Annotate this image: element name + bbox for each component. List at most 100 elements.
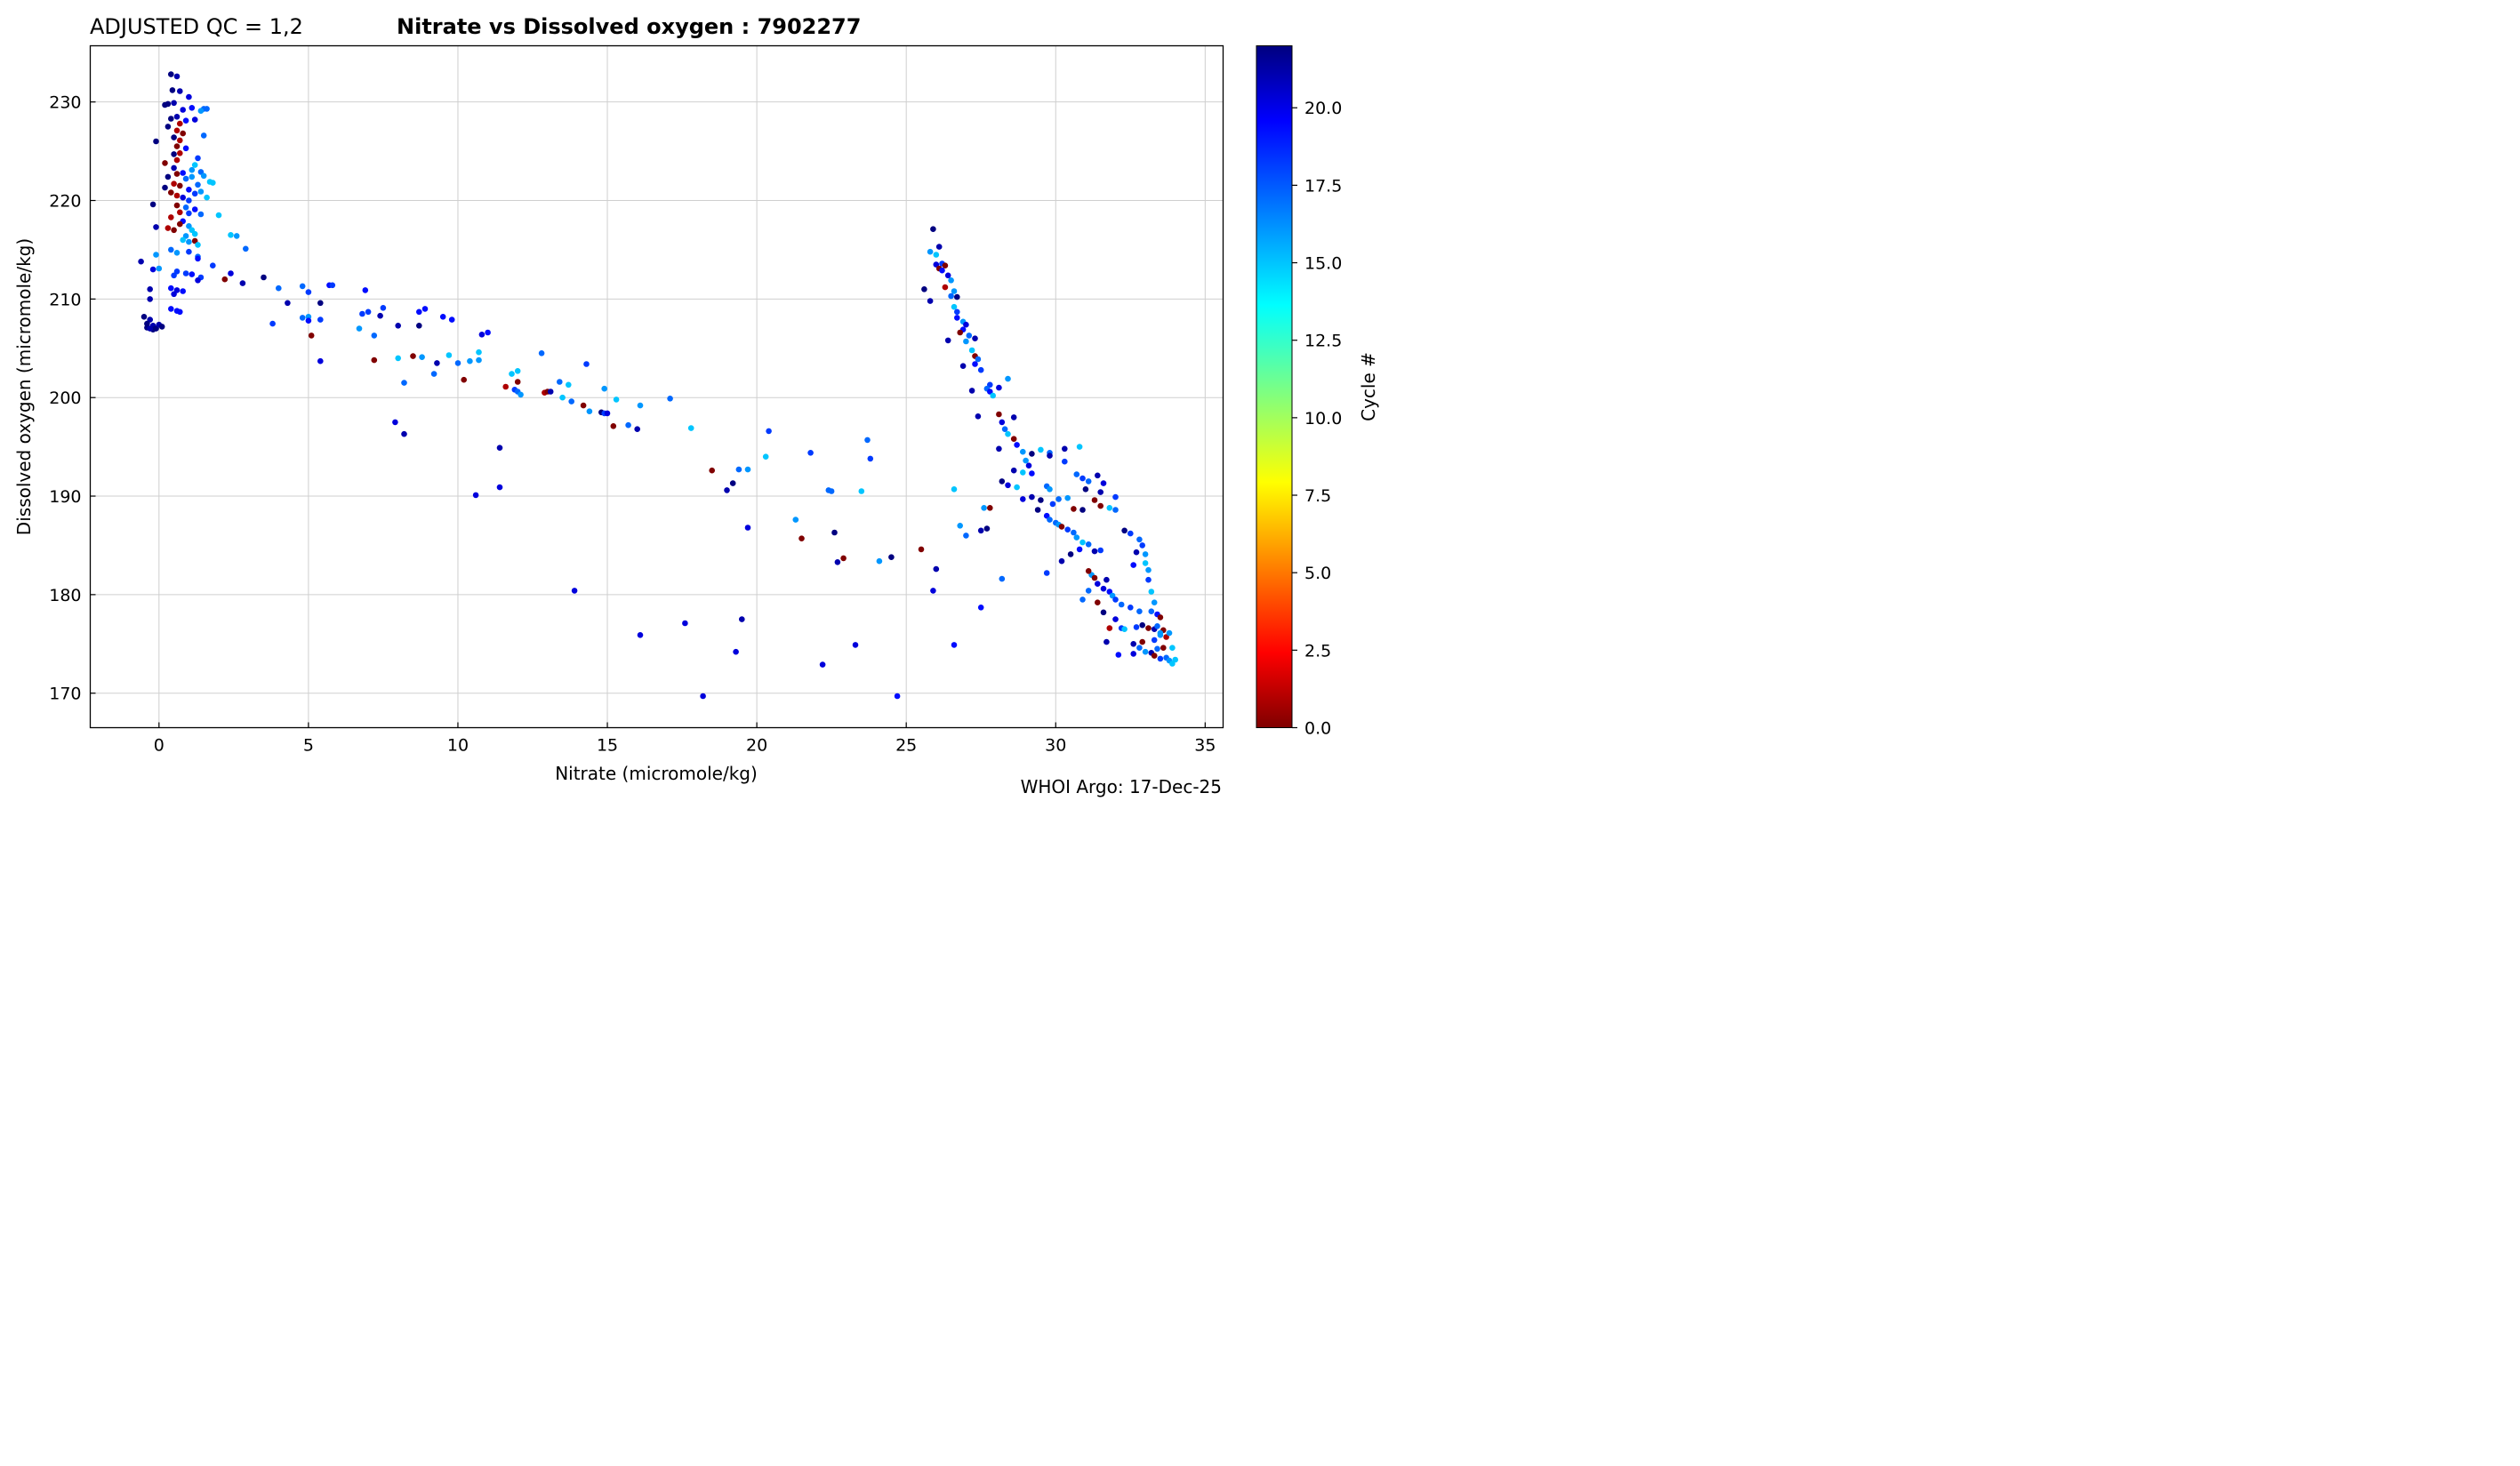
data-point: [568, 398, 574, 405]
data-point: [1136, 608, 1143, 614]
data-point: [580, 402, 587, 409]
data-point: [173, 156, 181, 164]
data-point: [138, 258, 144, 265]
data-point: [799, 535, 805, 541]
data-point: [191, 162, 198, 168]
data-point: [1097, 489, 1104, 495]
x-tick-label: 15: [597, 736, 618, 756]
data-point: [1029, 451, 1035, 457]
data-point: [1047, 517, 1053, 523]
data-point: [171, 134, 177, 140]
data-point: [1049, 501, 1056, 508]
data-point: [951, 642, 958, 648]
data-point: [189, 173, 196, 180]
data-point: [210, 262, 216, 269]
data-point: [724, 487, 730, 493]
data-point: [963, 338, 969, 345]
data-point: [180, 236, 186, 244]
data-point: [933, 252, 940, 258]
data-point: [377, 312, 383, 319]
data-point: [1112, 493, 1119, 501]
data-point: [195, 181, 201, 188]
data-point: [401, 380, 407, 386]
data-point: [1166, 629, 1173, 637]
data-point: [557, 379, 563, 385]
data-point: [1106, 505, 1113, 511]
data-point: [434, 360, 440, 366]
data-point: [951, 303, 958, 310]
data-point: [1169, 661, 1176, 667]
data-point: [687, 425, 694, 431]
data-point: [195, 155, 201, 162]
data-point: [996, 384, 1002, 391]
data-point: [996, 445, 1002, 453]
data-point: [1067, 551, 1074, 557]
data-point: [999, 478, 1006, 485]
data-point: [356, 325, 363, 332]
data-point: [1091, 574, 1098, 581]
data-point: [162, 160, 168, 166]
data-point: [168, 214, 174, 220]
x-tick-label: 5: [303, 736, 314, 756]
data-point: [634, 426, 640, 433]
data-point: [197, 188, 205, 195]
data-point: [957, 523, 963, 529]
data-point: [1095, 581, 1101, 587]
data-point: [604, 410, 611, 417]
data-point: [1097, 547, 1104, 554]
data-point: [1157, 629, 1164, 637]
data-point: [186, 187, 192, 193]
data-point: [1142, 551, 1149, 557]
data-point: [173, 127, 181, 134]
data-point: [182, 145, 189, 152]
data-point: [1062, 445, 1068, 453]
data-point: [1130, 651, 1136, 657]
data-point: [1091, 548, 1098, 555]
data-point: [200, 132, 207, 139]
data-point: [147, 286, 153, 292]
data-point: [933, 565, 940, 573]
data-point: [792, 517, 799, 523]
data-point: [981, 505, 987, 511]
data-point: [191, 206, 198, 212]
data-point: [1010, 436, 1017, 443]
data-point: [1121, 527, 1128, 534]
data-point: [189, 105, 196, 111]
data-point: [951, 486, 958, 493]
colorbar-tick-label: 2.5: [1304, 641, 1331, 661]
data-point: [1023, 457, 1029, 464]
data-point: [204, 194, 210, 201]
data-point: [858, 488, 865, 494]
data-point: [1034, 507, 1041, 513]
data-point: [1148, 608, 1155, 614]
data-point: [153, 138, 159, 145]
data-point: [395, 323, 402, 329]
data-point: [1020, 448, 1026, 455]
data-point: [168, 246, 174, 253]
data-point: [1145, 625, 1152, 631]
data-point: [1100, 480, 1107, 486]
data-point: [186, 93, 192, 100]
data-point: [867, 455, 874, 462]
qc-label: ADJUSTED QC = 1,2: [90, 14, 303, 39]
data-point: [972, 335, 978, 342]
data-point: [828, 488, 835, 494]
data-point: [1095, 472, 1101, 479]
data-point: [1151, 599, 1158, 605]
data-point: [171, 164, 177, 172]
data-point: [1115, 652, 1122, 658]
data-point: [972, 361, 978, 367]
data-point: [186, 210, 192, 217]
data-point: [149, 201, 156, 208]
data-point: [1010, 414, 1017, 421]
data-point: [204, 106, 210, 112]
data-point: [930, 226, 936, 232]
data-point: [1157, 614, 1164, 621]
data-point: [180, 107, 186, 113]
data-point: [191, 116, 198, 123]
data-point: [416, 323, 422, 329]
data-point: [957, 329, 963, 336]
data-point: [165, 225, 172, 231]
data-point: [1100, 585, 1107, 592]
data-point: [954, 293, 960, 300]
